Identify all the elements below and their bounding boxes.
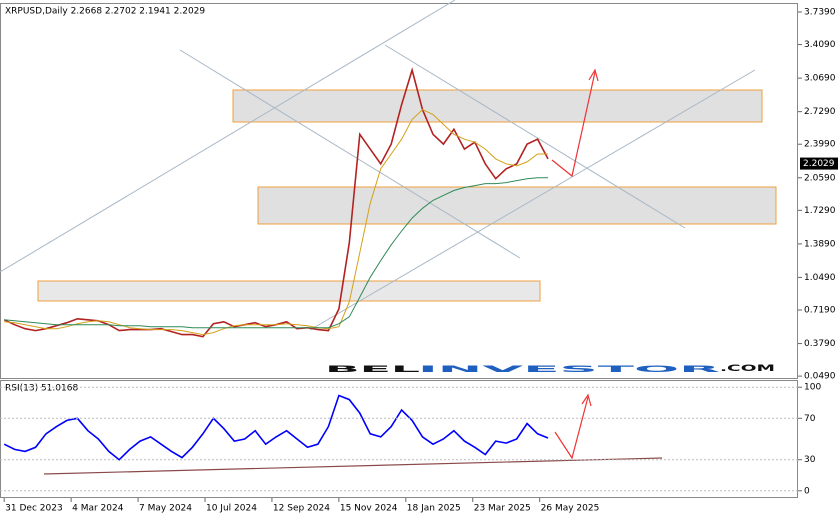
series-line xyxy=(3,394,549,461)
watermark-name: INVESTOR xyxy=(418,365,720,375)
y-tick-label: 1.7290 xyxy=(804,206,836,216)
trendline xyxy=(0,0,456,273)
y-tick-label: 3.4090 xyxy=(804,40,836,50)
zone xyxy=(232,89,763,123)
price-label: 2.2029 xyxy=(803,159,835,169)
y-tick-label: 3.7390 xyxy=(804,7,836,17)
series-line xyxy=(4,109,548,336)
x-tick-label: 12 Sep 2024 xyxy=(273,504,330,514)
watermark-brand: BEL xyxy=(325,365,421,375)
trendlines xyxy=(0,0,756,331)
x-tick-label: 10 Jul 2024 xyxy=(206,504,257,514)
trendline xyxy=(179,49,521,259)
zone xyxy=(257,186,777,225)
watermark-domain: .COM xyxy=(720,364,775,374)
y-tick-label: 100 xyxy=(804,383,821,393)
arrows xyxy=(43,68,663,475)
y-tick-label: 0.3790 xyxy=(804,339,836,349)
zones xyxy=(37,89,777,302)
series-layer xyxy=(3,67,549,461)
trendline xyxy=(309,69,756,331)
x-tick-label: 7 May 2024 xyxy=(139,504,192,514)
y-tick-label: 2.7290 xyxy=(804,107,836,117)
arrow-head xyxy=(588,68,599,82)
x-tick-label: 18 Jan 2025 xyxy=(407,504,461,514)
y-tick-label: 30 xyxy=(804,455,816,465)
y-tick-label: 0 xyxy=(804,486,810,496)
y-tick-label: 1.0490 xyxy=(804,273,836,283)
trendline xyxy=(384,44,686,229)
y-tick-label: 0.0490 xyxy=(804,372,836,382)
x-tick-label: 26 May 2025 xyxy=(541,504,600,514)
rsi-panel xyxy=(0,380,798,498)
y-tick-label: 3.0690 xyxy=(804,74,836,84)
y-tick-label: 1.3890 xyxy=(804,239,836,249)
x-tick-label: 31 Dec 2023 xyxy=(5,504,63,514)
y-tick-label: 70 xyxy=(804,414,816,424)
y-tick-label: 2.0590 xyxy=(804,173,836,183)
x-tick-label: 4 Mar 2024 xyxy=(72,504,124,514)
rsi-title: RSI(13) 51.0168 xyxy=(5,384,78,394)
y-tick-label: 2.3990 xyxy=(804,140,836,150)
rsi-trendline xyxy=(43,457,663,475)
chart-title: XRPUSD,Daily 2.2668 2.2702 2.1941 2.2029 xyxy=(5,7,205,17)
x-tick-label: 23 Mar 2025 xyxy=(474,504,531,514)
price-panel xyxy=(0,3,798,379)
price-marker xyxy=(800,157,838,170)
arrow xyxy=(554,396,589,460)
arrow xyxy=(551,71,596,178)
arrow-head xyxy=(581,393,592,407)
watermark: BEL INVESTOR .COM xyxy=(325,364,775,375)
x-tick-label: 15 Nov 2024 xyxy=(340,504,398,514)
zone xyxy=(37,280,541,302)
series-line xyxy=(4,177,548,329)
y-tick-label: 0.7190 xyxy=(804,306,836,316)
